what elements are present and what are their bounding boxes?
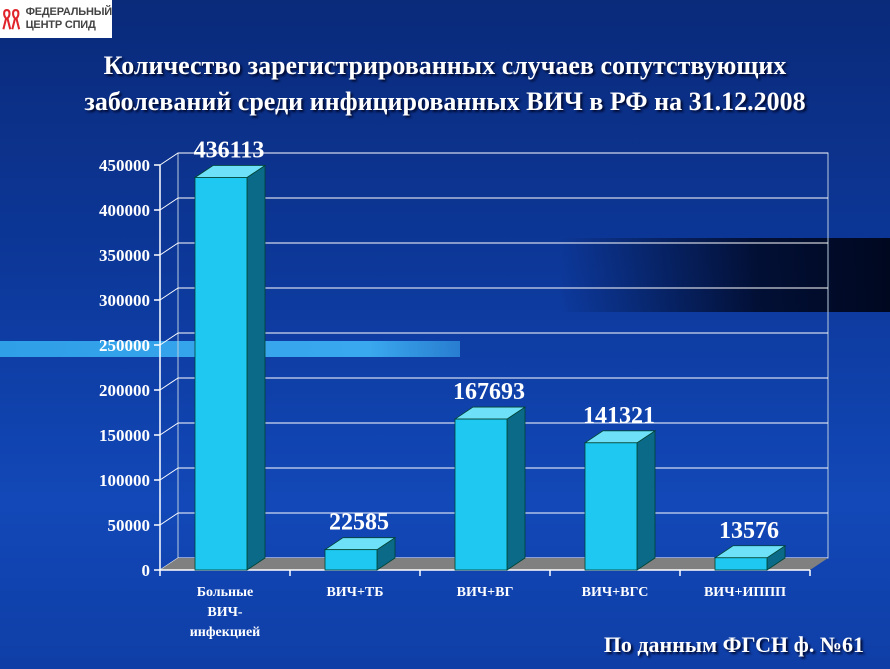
y-tick-label: 150000 xyxy=(99,426,150,445)
gridline-side xyxy=(159,287,179,301)
gridline-side xyxy=(159,197,179,211)
logo: ФЕДЕРАЛЬНЫЙ ЦЕНТР СПИД xyxy=(0,0,112,38)
bar xyxy=(194,177,248,571)
gridline-side xyxy=(159,377,179,391)
background-dark-band xyxy=(560,238,890,312)
bar-side xyxy=(506,406,526,571)
bar xyxy=(324,549,378,571)
gridline-side xyxy=(159,512,179,526)
gridline-side xyxy=(159,332,179,346)
x-tick-label: ВИЧ+ВГ xyxy=(457,585,514,600)
title-line2: заболеваний среди инфицированных ВИЧ в Р… xyxy=(84,87,806,116)
gridline-side xyxy=(159,242,179,256)
bar-side xyxy=(636,430,656,571)
y-tick-label: 0 xyxy=(142,561,151,580)
x-tick-label-line: ВИЧ+ВГ xyxy=(457,585,514,600)
data-label: 141321 xyxy=(583,403,655,429)
x-tick-label-line: ВИЧ- xyxy=(207,605,243,620)
x-tick-label: ВИЧ+ВГС xyxy=(582,585,649,600)
y-tick-label: 50000 xyxy=(108,516,151,535)
logo-line1: ФЕДЕРАЛЬНЫЙ xyxy=(25,6,113,18)
data-label: 22585 xyxy=(329,510,389,536)
bar xyxy=(714,557,768,571)
data-label: 13576 xyxy=(719,518,779,544)
y-tick-label: 400000 xyxy=(99,201,150,220)
x-tick-label-line: ВИЧ+ИППП xyxy=(704,585,786,600)
bar-side xyxy=(246,164,266,571)
x-tick-label-line: ВИЧ+ТБ xyxy=(326,585,383,600)
x-tick-label: ВИЧ+ТБ xyxy=(326,585,383,600)
bar xyxy=(454,418,508,571)
y-tick-label: 200000 xyxy=(99,381,150,400)
data-label: 436113 xyxy=(194,137,265,163)
title-line1: Количество зарегистрированных случаев со… xyxy=(103,51,787,80)
y-tick-label: 100000 xyxy=(99,471,150,490)
x-tick-label: Больные ВИЧ-инфекцией xyxy=(190,585,261,640)
gridline-side xyxy=(159,467,179,481)
y-tick-label: 350000 xyxy=(99,246,150,265)
bar xyxy=(584,442,638,571)
source-note: По данным ФГСН ф. №61 xyxy=(603,632,864,657)
logo-line2: ЦЕНТР СПИД xyxy=(25,19,96,31)
x-tick-label: ВИЧ+ИППП xyxy=(704,585,786,600)
data-label: 167693 xyxy=(453,379,525,405)
y-tick-label: 250000 xyxy=(99,336,150,355)
x-tick-label-line: ВИЧ+ВГС xyxy=(582,585,649,600)
gridline-side xyxy=(159,152,179,166)
page-title: Количество зарегистрированных случаев со… xyxy=(30,48,860,120)
x-tick-label-line: Больные xyxy=(197,585,254,600)
gridline-side xyxy=(159,422,179,436)
x-tick-label-line: инфекцией xyxy=(190,625,261,640)
y-tick-label: 300000 xyxy=(99,291,150,310)
y-tick-label: 450000 xyxy=(99,156,150,175)
ribbon-icon xyxy=(2,9,21,30)
